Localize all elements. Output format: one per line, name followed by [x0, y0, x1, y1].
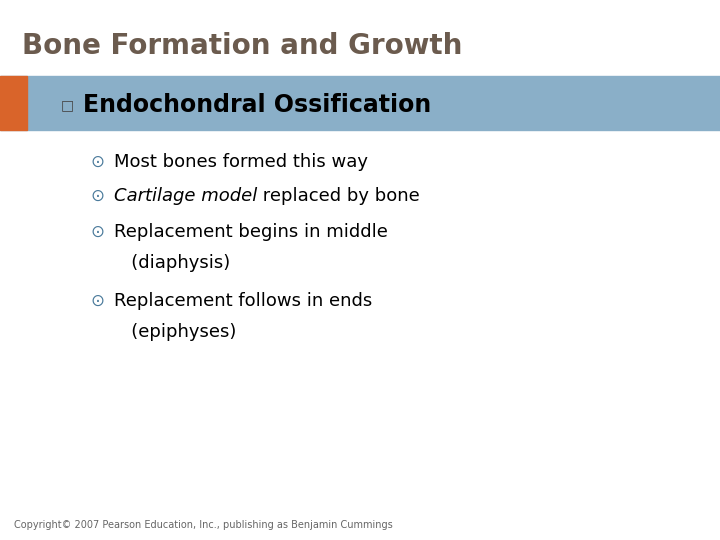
Text: □: □ [61, 98, 74, 112]
Text: Replacement begins in middle: Replacement begins in middle [114, 223, 387, 241]
Text: ⊙: ⊙ [90, 223, 104, 241]
Bar [0, 76, 27, 130]
Text: Most bones formed this way: Most bones formed this way [114, 153, 368, 171]
Text: Cartilage model: Cartilage model [114, 187, 257, 205]
Text: ⊙: ⊙ [90, 153, 104, 171]
Text: Bone Formation and Growth: Bone Formation and Growth [22, 32, 462, 60]
Text: ⊙: ⊙ [90, 187, 104, 205]
Text: Replacement follows in ends: Replacement follows in ends [114, 292, 372, 310]
Text: Endochondral Ossification: Endochondral Ossification [83, 93, 431, 117]
Text: ⊙: ⊙ [90, 292, 104, 310]
Text: (epiphyses): (epiphyses) [114, 322, 236, 341]
Text: Copyright© 2007 Pearson Education, Inc., publishing as Benjamin Cummings: Copyright© 2007 Pearson Education, Inc.,… [14, 520, 393, 530]
Bar [0, 76, 720, 130]
Text: (diaphysis): (diaphysis) [114, 254, 230, 272]
Text: replaced by bone: replaced by bone [257, 187, 420, 205]
